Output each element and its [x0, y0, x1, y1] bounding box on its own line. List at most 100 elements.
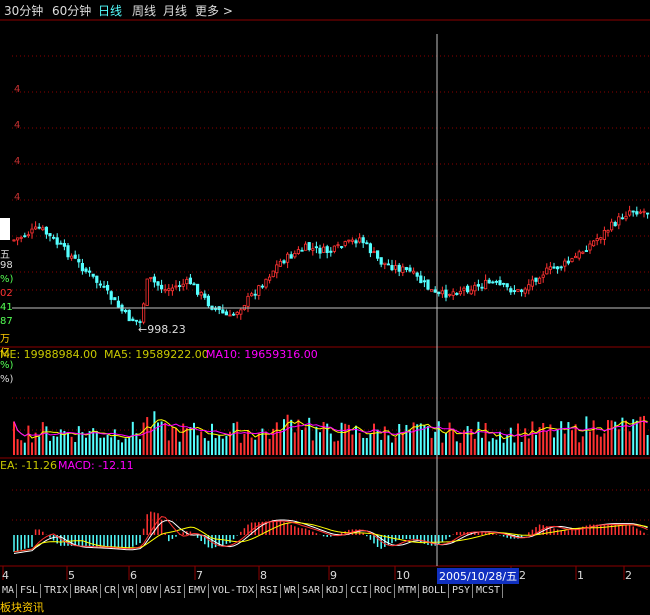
- candle-body: [530, 279, 535, 287]
- candle-body: [393, 265, 398, 270]
- candle-body: [249, 293, 254, 297]
- indicator-tab-sar[interactable]: SAR: [300, 584, 323, 598]
- candle-body: [303, 243, 308, 251]
- time-axis-label: 7: [196, 569, 203, 582]
- candle-body: [73, 254, 77, 259]
- candle-body: [379, 257, 383, 265]
- period-tab-3[interactable]: 周线: [132, 4, 157, 18]
- candle-body: [624, 215, 628, 220]
- indicator-tab-emv[interactable]: EMV: [186, 584, 209, 598]
- candle-body: [451, 291, 455, 296]
- indicator-tab-cci[interactable]: CCI: [348, 584, 371, 598]
- candle-body: [584, 250, 589, 252]
- candle-body: [271, 270, 275, 278]
- side-label: %): [0, 360, 14, 371]
- indicator-tab-wr[interactable]: WR: [282, 584, 299, 598]
- period-tab-5[interactable]: 更多 >: [195, 4, 233, 18]
- candle-body: [52, 236, 56, 239]
- indicator-tab-fsl[interactable]: FSL: [18, 584, 41, 598]
- candle-body: [116, 300, 120, 308]
- candle-body: [494, 280, 499, 283]
- candle-body: [426, 279, 430, 290]
- candle-body: [631, 210, 635, 213]
- candle-body: [213, 308, 218, 310]
- gridline-label: 4: [14, 84, 20, 95]
- candle-body: [149, 277, 153, 279]
- candle-body: [113, 297, 117, 301]
- candle-body: [48, 233, 52, 237]
- candle-body: [505, 283, 509, 288]
- candle-body: [386, 263, 391, 266]
- time-axis-label: 10: [396, 569, 410, 582]
- candle-body: [329, 250, 333, 253]
- candle-body: [15, 237, 20, 241]
- candle-body: [84, 268, 88, 272]
- legend-item: EA: -11.26: [0, 459, 57, 472]
- indicator-tab-boll[interactable]: BOLL: [420, 584, 449, 598]
- sector-news-link[interactable]: 板块资讯: [0, 601, 44, 614]
- indicator-tab-vr[interactable]: VR: [120, 584, 137, 598]
- indicator-tab-vol-tdx[interactable]: VOL-TDX: [210, 584, 257, 598]
- candle-body: [70, 255, 74, 259]
- low-price-label: ←998.23: [138, 323, 186, 336]
- candle-body: [106, 284, 110, 291]
- candle-body: [228, 314, 232, 317]
- macd-red-line: [13, 516, 648, 553]
- candle-body: [80, 263, 84, 272]
- side-label: 亿: [0, 348, 10, 359]
- indicator-tab-roc[interactable]: ROC: [372, 584, 395, 598]
- candle-body: [422, 280, 427, 283]
- indicator-tab-cr[interactable]: CR: [102, 584, 119, 598]
- candle-body: [628, 210, 632, 216]
- candle-body: [404, 267, 409, 270]
- indicator-tab-asi[interactable]: ASI: [162, 584, 185, 598]
- candle-body: [318, 247, 322, 254]
- candle-body: [617, 216, 621, 226]
- candle-body: [350, 239, 355, 242]
- indicator-tab-mtm[interactable]: MTM: [396, 584, 419, 598]
- candle-body: [311, 248, 315, 251]
- candle-body: [185, 279, 189, 285]
- period-tab-0[interactable]: 30分钟: [4, 4, 44, 18]
- candle-body: [566, 260, 571, 264]
- candle-body: [577, 251, 581, 259]
- candle-body: [465, 285, 470, 293]
- candle-body: [253, 293, 257, 296]
- candle-body: [134, 319, 138, 322]
- indicator-tab-rsi[interactable]: RSI: [258, 584, 281, 598]
- candle-body: [260, 285, 265, 288]
- candle-body: [267, 276, 272, 281]
- stock-chart[interactable]: 4 4 4 4: [0, 0, 650, 584]
- candle-body: [339, 246, 344, 248]
- candle-body: [534, 277, 538, 282]
- candle-body: [447, 293, 452, 296]
- candle-body: [300, 249, 304, 252]
- time-axis-label: 6: [130, 569, 137, 582]
- candle-body: [199, 291, 203, 296]
- period-tab-2[interactable]: 日线: [98, 4, 123, 18]
- candle-body: [512, 290, 517, 292]
- candle-body: [41, 227, 45, 231]
- indicator-tab-obv[interactable]: OBV: [138, 584, 161, 598]
- candle-body: [552, 266, 556, 269]
- indicator-tab-ma[interactable]: MA: [0, 584, 17, 598]
- indicator-tab-psy[interactable]: PSY: [450, 584, 473, 598]
- candle-body: [368, 243, 373, 254]
- candle-body: [152, 276, 156, 283]
- indicator-tabs: MA FSL TRIX BRAR CR VR OBV ASI EMV VOL-TDX RSI WR SA…: [0, 584, 650, 599]
- candle-body: [390, 265, 394, 271]
- candle-body: [77, 258, 81, 263]
- period-tab-1[interactable]: 60分钟: [52, 4, 92, 18]
- indicator-tab-mcst[interactable]: MCST: [474, 584, 503, 598]
- side-panel-tab[interactable]: [0, 218, 10, 240]
- indicator-tab-brar[interactable]: BRAR: [72, 584, 101, 598]
- candle-body: [177, 285, 182, 287]
- candle-body: [285, 253, 290, 263]
- candle-body: [188, 277, 192, 285]
- period-tab-4[interactable]: 月线: [163, 4, 188, 18]
- indicator-tab-kdj[interactable]: KDJ: [324, 584, 347, 598]
- candle-body: [516, 288, 520, 292]
- indicator-tab-trix[interactable]: TRIX: [42, 584, 71, 598]
- candle-body: [95, 275, 99, 283]
- candle-body: [473, 284, 477, 292]
